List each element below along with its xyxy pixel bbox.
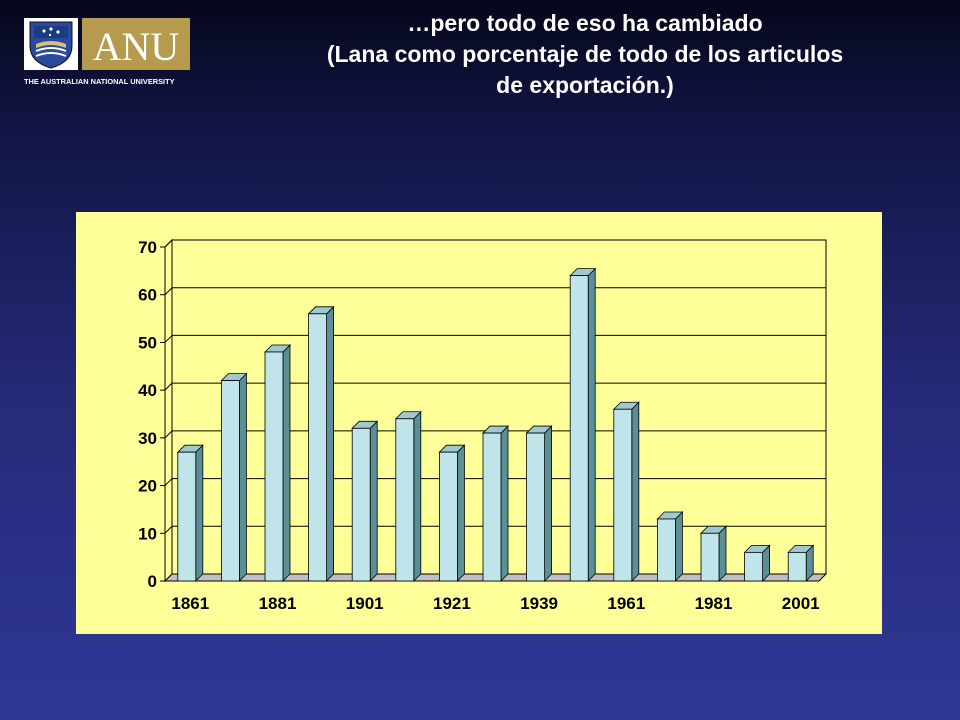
- bar-side: [413, 410, 422, 582]
- bar: [744, 551, 763, 582]
- bar-chart: 0 10 20 30 40 50 60 70 1861 1881 1901 1921 1939 1961 1…: [138, 238, 828, 613]
- bar: [613, 408, 633, 582]
- gridline-side: [164, 382, 173, 391]
- gridline-side: [164, 525, 173, 534]
- slide-title: …pero todo de eso ha cambiado (Lana como…: [250, 8, 920, 101]
- y-tick-label: 40: [138, 381, 157, 400]
- y-tick-label: 70: [138, 238, 157, 257]
- bar: [308, 313, 328, 582]
- bar-side: [675, 511, 683, 582]
- x-tick-label: 1939: [520, 594, 558, 613]
- logo-caption: THE AUSTRALIAN NATIONAL UNIVERSITY: [24, 77, 175, 86]
- bar: [526, 432, 546, 582]
- wordmark-background: [82, 18, 190, 70]
- bar: [700, 532, 720, 582]
- bar-side: [456, 444, 465, 582]
- bar-side: [718, 525, 727, 582]
- x-tick-label: 1921: [433, 594, 471, 613]
- chart-panel: 0 10 20 30 40 50 60 70 1861 1881 1901 1921 1939 1961 1…: [76, 212, 882, 634]
- bar: [787, 551, 807, 582]
- bar-side: [326, 305, 335, 582]
- bar-side: [544, 425, 553, 582]
- y-tick-label: 60: [138, 286, 157, 305]
- x-tick-label: 2001: [782, 594, 820, 613]
- bar-side: [587, 267, 596, 582]
- bar-side: [238, 372, 247, 582]
- y-tick-label: 50: [138, 333, 157, 352]
- slide-title-line-2: (Lana como porcentaje de todo de los art…: [326, 41, 844, 67]
- y-tick-label: 10: [138, 524, 157, 543]
- bar: [220, 380, 240, 582]
- y-tick-label: 20: [138, 477, 157, 496]
- bar: [657, 518, 676, 582]
- y-tick-label: 0: [148, 572, 157, 591]
- bar: [177, 451, 197, 582]
- slide-title-line-3: de exportación.): [496, 72, 674, 98]
- gridline-side: [164, 239, 173, 248]
- x-tick-label: 1861: [171, 594, 209, 613]
- gridline-side: [164, 287, 173, 296]
- gridline-side: [164, 478, 173, 486]
- bar-side: [369, 420, 378, 582]
- x-tick-label: 1901: [346, 594, 384, 613]
- bar-side: [631, 401, 640, 582]
- x-tick-label: 1881: [259, 594, 297, 613]
- slide-title-line-1: …pero todo de eso ha cambiado: [407, 10, 763, 36]
- x-tick-label: 1961: [607, 594, 645, 613]
- bar: [482, 432, 502, 582]
- bar-side: [500, 425, 509, 582]
- bar-side: [282, 344, 291, 582]
- y-tick-label: 30: [138, 429, 157, 448]
- bar: [438, 451, 458, 582]
- anu-logo: ANU THE AUSTRALIAN NATIONAL UNIVERSITY: [24, 18, 194, 90]
- bar: [569, 275, 589, 582]
- bar: [264, 351, 284, 582]
- bar: [395, 418, 415, 582]
- gridline-side: [164, 430, 173, 439]
- gridline-side: [164, 335, 173, 343]
- x-tick-label: 1981: [695, 594, 733, 613]
- bar-side: [195, 444, 204, 582]
- logo-wordmark: ANU: [93, 24, 180, 69]
- bar: [351, 427, 371, 582]
